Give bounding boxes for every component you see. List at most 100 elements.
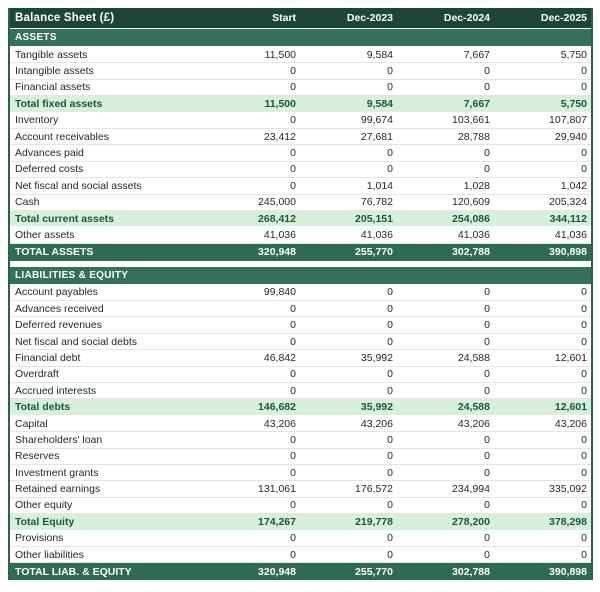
- table-row: Advances paid 0 0 0 0: [10, 145, 591, 162]
- table-row: Financial assets 0 0 0 0: [10, 79, 591, 97]
- row-value: 0: [290, 114, 296, 127]
- row-label: Shareholders' loan: [15, 433, 103, 446]
- row-value: 41,036: [263, 228, 296, 241]
- table-title: Balance Sheet (£): [15, 12, 115, 24]
- row-value: 0: [581, 548, 587, 561]
- row-value: 0: [387, 450, 393, 463]
- section-header-label: LIABILITIES & EQUITY: [15, 269, 129, 281]
- row-value: 0: [581, 286, 587, 299]
- row-label: Net fiscal and social debts: [15, 335, 137, 348]
- row-value: 0: [581, 81, 587, 94]
- section-header-label: ASSETS: [15, 32, 57, 43]
- row-value: 234,994: [452, 483, 490, 496]
- row-label: Net fiscal and social assets: [15, 179, 142, 192]
- row-label: Deferred costs: [15, 163, 84, 176]
- row-value: 0: [581, 302, 587, 315]
- column-header-dec-2025: Dec-2025: [540, 12, 587, 24]
- table-row: Advances received 0 0 0 0: [10, 301, 591, 318]
- row-value: 1,028: [463, 179, 490, 192]
- row-label: Reserves: [15, 450, 60, 463]
- row-value: 9,584: [366, 97, 393, 110]
- row-value: 278,200: [452, 515, 490, 528]
- row-value: 0: [484, 450, 490, 463]
- row-label: Financial debt: [15, 351, 81, 364]
- row-label: Accrued interests: [15, 384, 97, 397]
- row-value: 205,324: [549, 196, 587, 209]
- row-label: Financial assets: [15, 81, 91, 94]
- row-value: 245,000: [258, 196, 296, 209]
- row-value: 0: [290, 433, 296, 446]
- row-value: 131,061: [258, 483, 296, 496]
- row-value: 0: [387, 163, 393, 176]
- row-value: 0: [387, 532, 393, 545]
- row-value: 0: [484, 335, 490, 348]
- row-value: 27,681: [360, 130, 393, 143]
- row-value: 0: [290, 450, 296, 463]
- row-label: Total fixed assets: [15, 97, 103, 110]
- row-label: Cash: [15, 196, 40, 209]
- row-value: 0: [484, 302, 490, 315]
- row-label: Inventory: [15, 114, 59, 127]
- row-value: 0: [290, 302, 296, 315]
- row-value: 0: [387, 335, 393, 348]
- row-value: 0: [290, 499, 296, 512]
- row-value: 7,667: [463, 48, 490, 61]
- balance-sheet-table: Balance Sheet (£) Start Dec-2023 Dec-202…: [8, 8, 593, 581]
- subtotal-row: Total current assets 268,412 205,151 254,08…: [10, 210, 591, 228]
- row-value: 5,750: [560, 48, 587, 61]
- row-value: 390,898: [549, 246, 587, 259]
- row-value: 335,092: [549, 483, 587, 496]
- row-value: 12,601: [554, 401, 587, 414]
- row-value: 302,788: [452, 565, 490, 578]
- row-value: 0: [387, 466, 393, 479]
- row-label: Overdraft: [15, 368, 59, 381]
- row-label: Intangible assets: [15, 65, 94, 78]
- row-value: 0: [290, 65, 296, 78]
- row-value: 0: [484, 368, 490, 381]
- row-label: Total debts: [15, 401, 71, 414]
- row-value: 9,584: [366, 48, 393, 61]
- row-value: 0: [290, 319, 296, 332]
- row-value: 107,807: [549, 114, 587, 127]
- row-value: 24,588: [457, 351, 490, 364]
- row-label: Tangible assets: [15, 48, 88, 61]
- row-value: 390,898: [549, 565, 587, 578]
- row-value: 0: [581, 499, 587, 512]
- row-label: Provisions: [15, 532, 64, 545]
- row-value: 0: [290, 163, 296, 176]
- table-row: Financial debt 46,842 35,992 24,588 12,601: [10, 350, 591, 367]
- row-value: 0: [387, 286, 393, 299]
- table-row: Net fiscal and social debts 0 0 0 0: [10, 333, 591, 351]
- row-value: 24,588: [457, 401, 490, 414]
- row-label: Capital: [15, 417, 48, 430]
- row-value: 0: [581, 65, 587, 78]
- row-value: 0: [484, 65, 490, 78]
- table-row: Other equity 0 0 0 0: [10, 497, 591, 515]
- table-row: Deferred revenues 0 0 0 0: [10, 317, 591, 334]
- row-value: 28,788: [457, 130, 490, 143]
- section-header-liabilities-equity: LIABILITIES & EQUITY: [10, 266, 591, 285]
- section-assets: ASSETS Tangible assets 11,500 9,584 7,667 5,…: [10, 29, 591, 261]
- row-value: 219,778: [355, 515, 393, 528]
- table-row: Retained earnings 131,061 176,572 234,994 33…: [10, 481, 591, 498]
- row-value: 0: [484, 319, 490, 332]
- row-value: 0: [484, 163, 490, 176]
- row-label: TOTAL ASSETS: [15, 246, 94, 259]
- row-value: 0: [290, 147, 296, 160]
- table-row: Account receivables 23,412 27,681 28,788 29,…: [10, 128, 591, 146]
- row-value: 0: [387, 384, 393, 397]
- row-value: 41,036: [554, 228, 587, 241]
- row-value: 46,842: [263, 351, 296, 364]
- row-value: 0: [484, 532, 490, 545]
- table-row: Tangible assets 11,500 9,584 7,667 5,750: [10, 47, 591, 64]
- table-row: Reserves 0 0 0 0: [10, 448, 591, 465]
- row-value: 43,206: [457, 417, 490, 430]
- row-value: 0: [581, 147, 587, 160]
- row-label: Retained earnings: [15, 483, 101, 496]
- row-value: 43,206: [360, 417, 393, 430]
- row-value: 0: [387, 433, 393, 446]
- table-row: Deferred costs 0 0 0 0: [10, 161, 591, 179]
- row-value: 0: [484, 499, 490, 512]
- section-total-row: TOTAL LIAB. & EQUITY 320,948 255,770 302,78…: [10, 563, 591, 581]
- section-liabilities-equity: LIABILITIES & EQUITY Account payables 99,…: [10, 266, 591, 581]
